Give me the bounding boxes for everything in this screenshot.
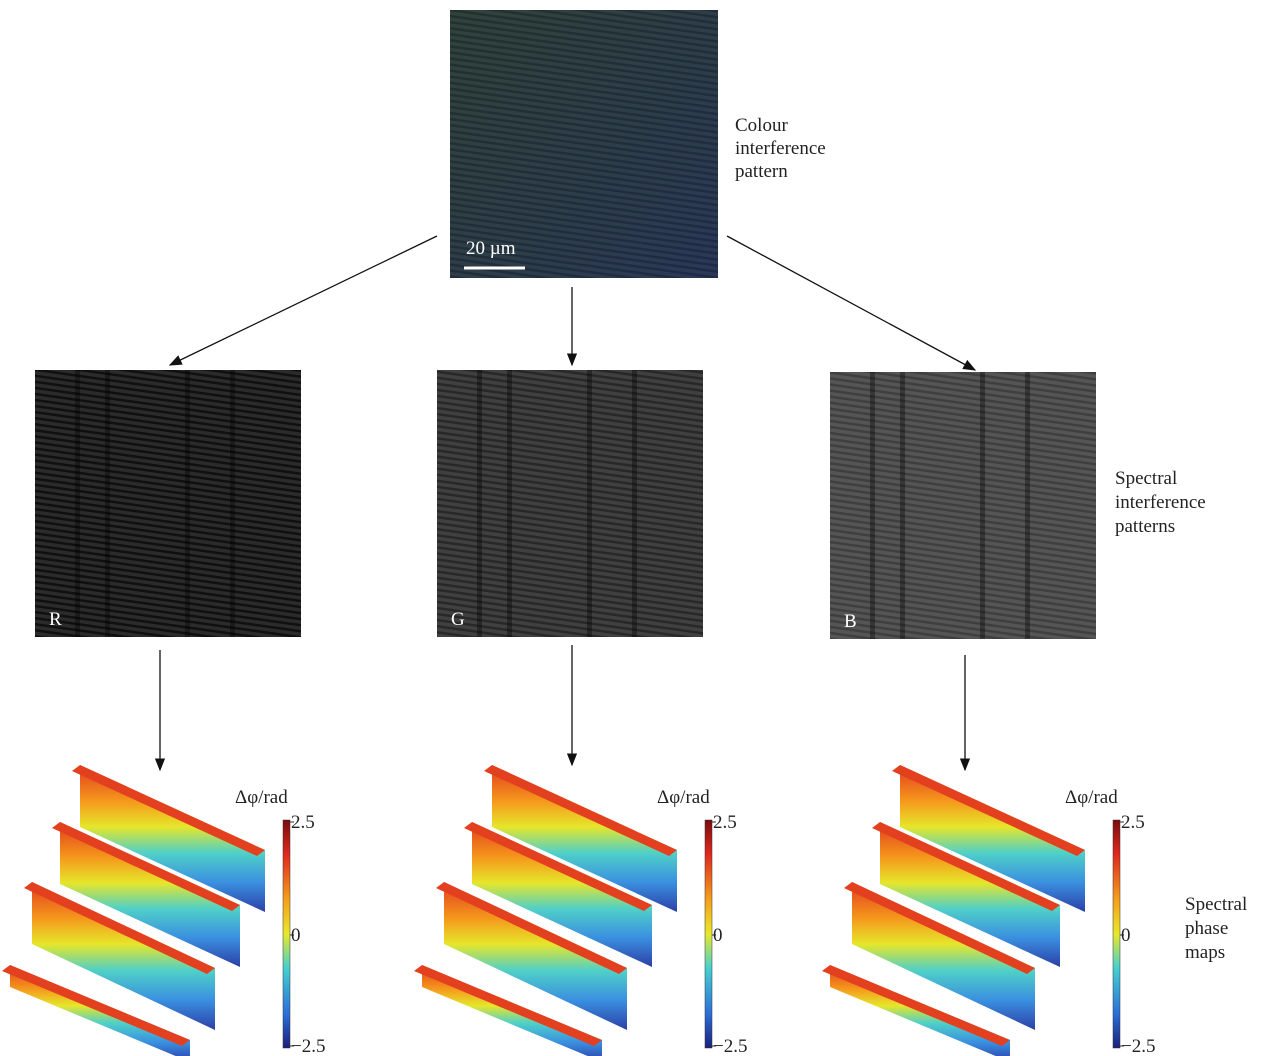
colorbar-label: Δφ/rad (235, 787, 288, 808)
colorbar-tick-label: −2.5 (291, 1036, 325, 1056)
colorbar-tick-label: 2.5 (291, 812, 315, 833)
dark-streak (185, 370, 190, 637)
dark-streak (870, 372, 875, 639)
caption: phase (1185, 918, 1228, 939)
caption: patterns (1115, 516, 1175, 537)
caption: interference (735, 138, 826, 159)
dark-streak (105, 370, 110, 637)
colorbar-tick-label: −2.5 (1121, 1036, 1155, 1056)
dark-streak (632, 370, 637, 637)
caption: interference (1115, 492, 1206, 513)
channel-shade (35, 370, 301, 637)
caption: Spectral (1115, 468, 1177, 489)
colorbar-tick-label: 0 (713, 925, 723, 946)
dark-streak (980, 372, 985, 639)
dark-streak (507, 370, 512, 637)
colorbar-tick-label: 0 (291, 925, 301, 946)
dark-streak (477, 370, 482, 637)
channel-shade (437, 370, 703, 637)
dark-streak (75, 370, 80, 637)
caption: maps (1185, 942, 1225, 963)
channel-shade (830, 372, 1096, 639)
channel-label: R (49, 609, 62, 630)
colorbar (705, 820, 712, 1048)
channel-label: B (844, 611, 857, 632)
colorbar-tick-label: 0 (1121, 925, 1131, 946)
dark-streak (230, 370, 235, 637)
colorbar-tick-label: 2.5 (1121, 812, 1145, 833)
dark-streak (1025, 372, 1030, 639)
scale-label: 20 µm (466, 238, 516, 259)
figure: 20 µm Colour interference pattern Spectr… (0, 0, 1261, 1056)
channel-label: G (451, 609, 465, 630)
caption: Spectral (1185, 894, 1247, 915)
colorbar-tick-label: −2.5 (713, 1036, 747, 1056)
dark-streak (900, 372, 905, 639)
colorbar-label: Δφ/rad (657, 787, 710, 808)
caption: pattern (735, 161, 788, 182)
colorbar (1113, 820, 1120, 1048)
colorbar (283, 820, 290, 1048)
colorbar-label: Δφ/rad (1065, 787, 1118, 808)
dark-streak (587, 370, 592, 637)
caption: Colour (735, 115, 788, 136)
colorbar-tick-label: 2.5 (713, 812, 737, 833)
